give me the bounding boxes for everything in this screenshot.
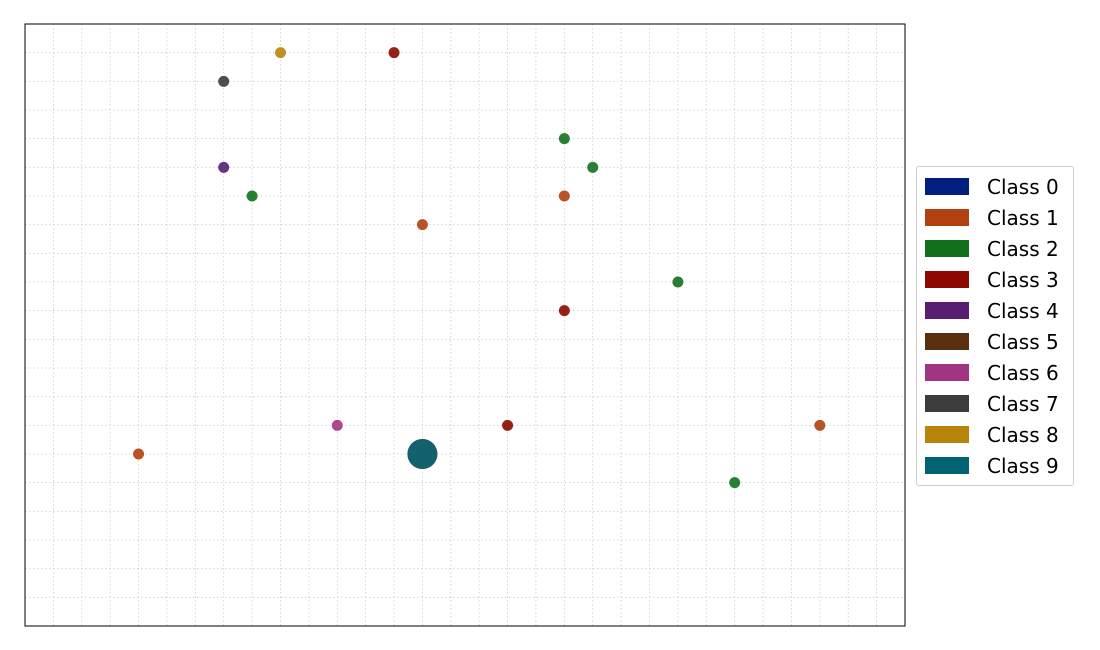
legend-item: Class 1 [917, 202, 1073, 233]
data-point-class-1 [814, 419, 826, 431]
data-point-class-2 [246, 190, 258, 202]
data-point-class-8 [274, 47, 286, 59]
data-point-class-2 [587, 161, 599, 173]
legend-label: Class 9 [987, 453, 1059, 478]
legend-label: Class 5 [987, 329, 1059, 354]
legend-item: Class 0 [917, 171, 1073, 202]
legend-swatch [925, 302, 969, 319]
legend-item: Class 3 [917, 264, 1073, 295]
data-point-class-2 [729, 477, 741, 489]
legend-swatch [925, 364, 969, 381]
data-point-class-9 [407, 439, 438, 469]
legend-item: Class 9 [917, 450, 1073, 481]
legend-swatch [925, 178, 969, 195]
legend-swatch [925, 457, 969, 474]
legend-label: Class 0 [987, 174, 1059, 199]
grid-lines [25, 24, 905, 626]
legend-item: Class 4 [917, 295, 1073, 326]
legend-item: Class 8 [917, 419, 1073, 450]
legend-label: Class 3 [987, 267, 1059, 292]
legend: Class 0 Class 1 Class 2 Class 3 Class 4 Class… [916, 166, 1074, 486]
data-points [133, 47, 826, 489]
legend-swatch [925, 333, 969, 350]
legend-item: Class 7 [917, 388, 1073, 419]
legend-label: Class 4 [987, 298, 1059, 323]
data-point-class-6 [331, 419, 343, 431]
legend-label: Class 7 [987, 391, 1059, 416]
plot-frame [24, 23, 906, 627]
legend-swatch [925, 209, 969, 226]
data-point-class-3 [558, 305, 570, 317]
legend-swatch [925, 240, 969, 257]
legend-label: Class 6 [987, 360, 1059, 385]
legend-label: Class 1 [987, 205, 1059, 230]
legend-swatch [925, 395, 969, 412]
legend-item: Class 6 [917, 357, 1073, 388]
data-point-class-2 [558, 133, 570, 145]
legend-swatch [925, 426, 969, 443]
legend-item: Class 5 [917, 326, 1073, 357]
legend-swatch [925, 271, 969, 288]
data-point-class-7 [218, 75, 230, 87]
legend-label: Class 2 [987, 236, 1059, 261]
data-point-class-2 [672, 276, 684, 288]
legend-item: Class 2 [917, 233, 1073, 264]
data-point-class-3 [502, 419, 514, 431]
data-point-class-1 [133, 448, 145, 460]
data-point-class-1 [558, 190, 570, 202]
data-point-class-1 [416, 219, 428, 231]
legend-label: Class 8 [987, 422, 1059, 447]
data-point-class-4 [218, 161, 230, 173]
data-point-class-3 [388, 47, 400, 59]
